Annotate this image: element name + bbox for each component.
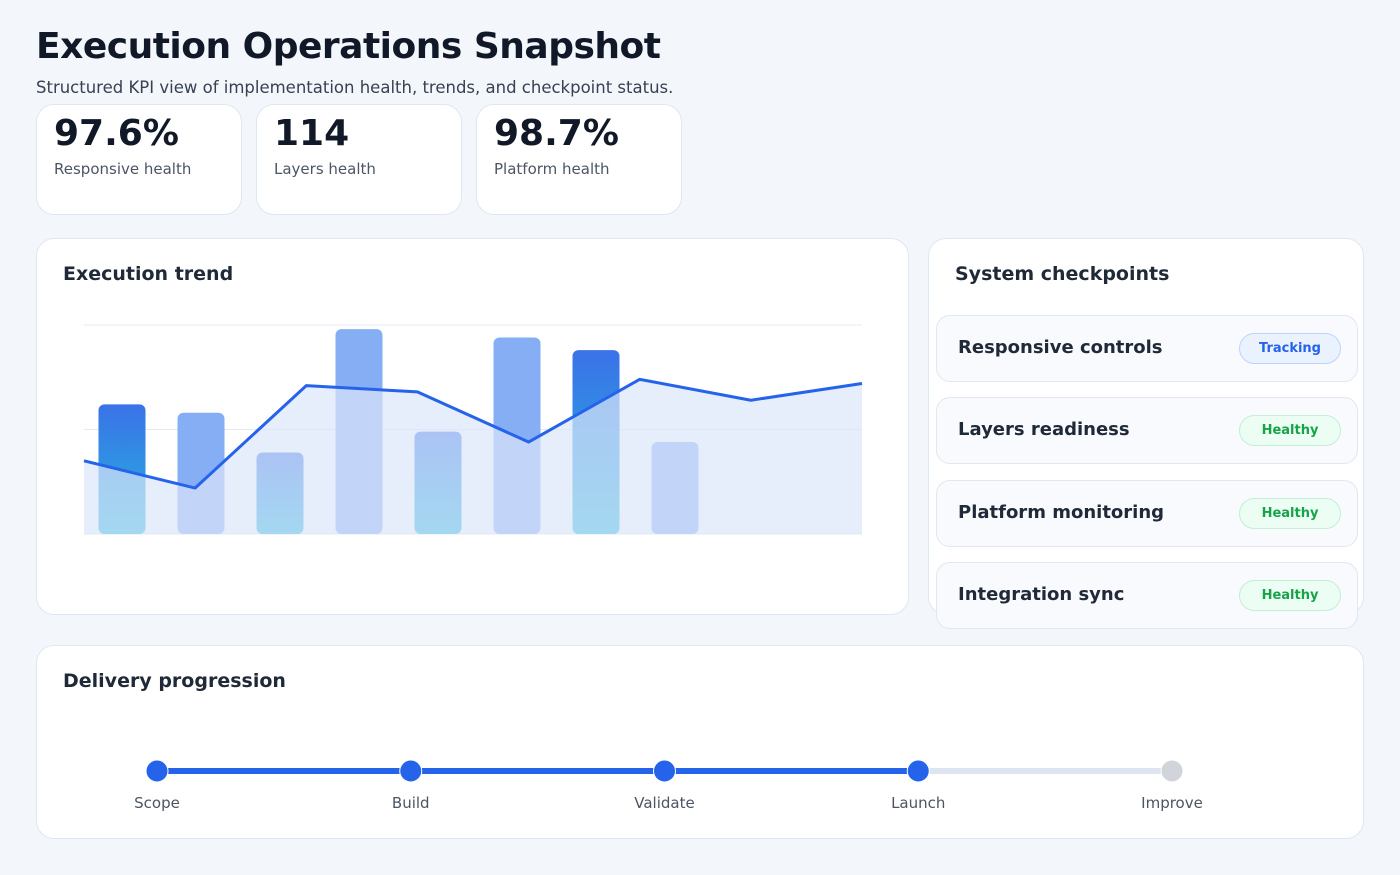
checkpoint-name: Layers readiness [958, 419, 1130, 441]
checkpoint-name: Integration sync [958, 583, 1125, 605]
kpi-card: 97.6% Responsive health [36, 104, 242, 215]
kpi-label: Responsive health [54, 160, 192, 178]
kpi-value: 98.7% [494, 113, 619, 154]
kpi-value: 114 [274, 113, 350, 154]
status-badge: Tracking [1239, 333, 1341, 364]
kpi-label: Platform health [494, 160, 610, 178]
step-label: Scope [134, 794, 180, 812]
status-badge: Healthy [1239, 579, 1341, 611]
checkpoint-item: Platform monitoring Healthy [936, 479, 1358, 547]
step-label: Launch [891, 794, 946, 812]
trend-chart [83, 324, 863, 535]
page-subtitle: Structured KPI view of implementation he… [36, 78, 674, 97]
checkpoint-item: Layers readiness Healthy [936, 397, 1358, 465]
step-label: Build [391, 794, 430, 812]
checkpoint-name: Responsive controls [958, 337, 1163, 358]
checkpoint-item: Responsive controls Tracking [936, 315, 1358, 382]
checkpoint-item: Integration sync Healthy [936, 561, 1358, 629]
status-badge: Healthy [1239, 497, 1341, 529]
progression-card: Delivery progression [36, 645, 1364, 839]
card-title: Execution trend [63, 263, 234, 285]
trend-card: Execution trend [36, 238, 909, 615]
card-title: Delivery progression [63, 670, 286, 692]
checkpoint-name: Platform monitoring [958, 501, 1165, 523]
trend-line [83, 377, 863, 490]
kpi-value: 97.6% [54, 113, 179, 154]
status-badge: Healthy [1239, 415, 1341, 447]
step-label: Improve [1141, 794, 1203, 812]
card-title: System checkpoints [955, 263, 1170, 285]
kpi-card: 114 Layers health [256, 104, 462, 215]
trend-area [84, 379, 862, 534]
kpi-card: 98.7% Platform health [476, 104, 682, 215]
page-title: Execution Operations Snapshot [36, 26, 661, 67]
kpi-label: Layers health [274, 160, 376, 178]
step-label: Validate [634, 794, 695, 812]
